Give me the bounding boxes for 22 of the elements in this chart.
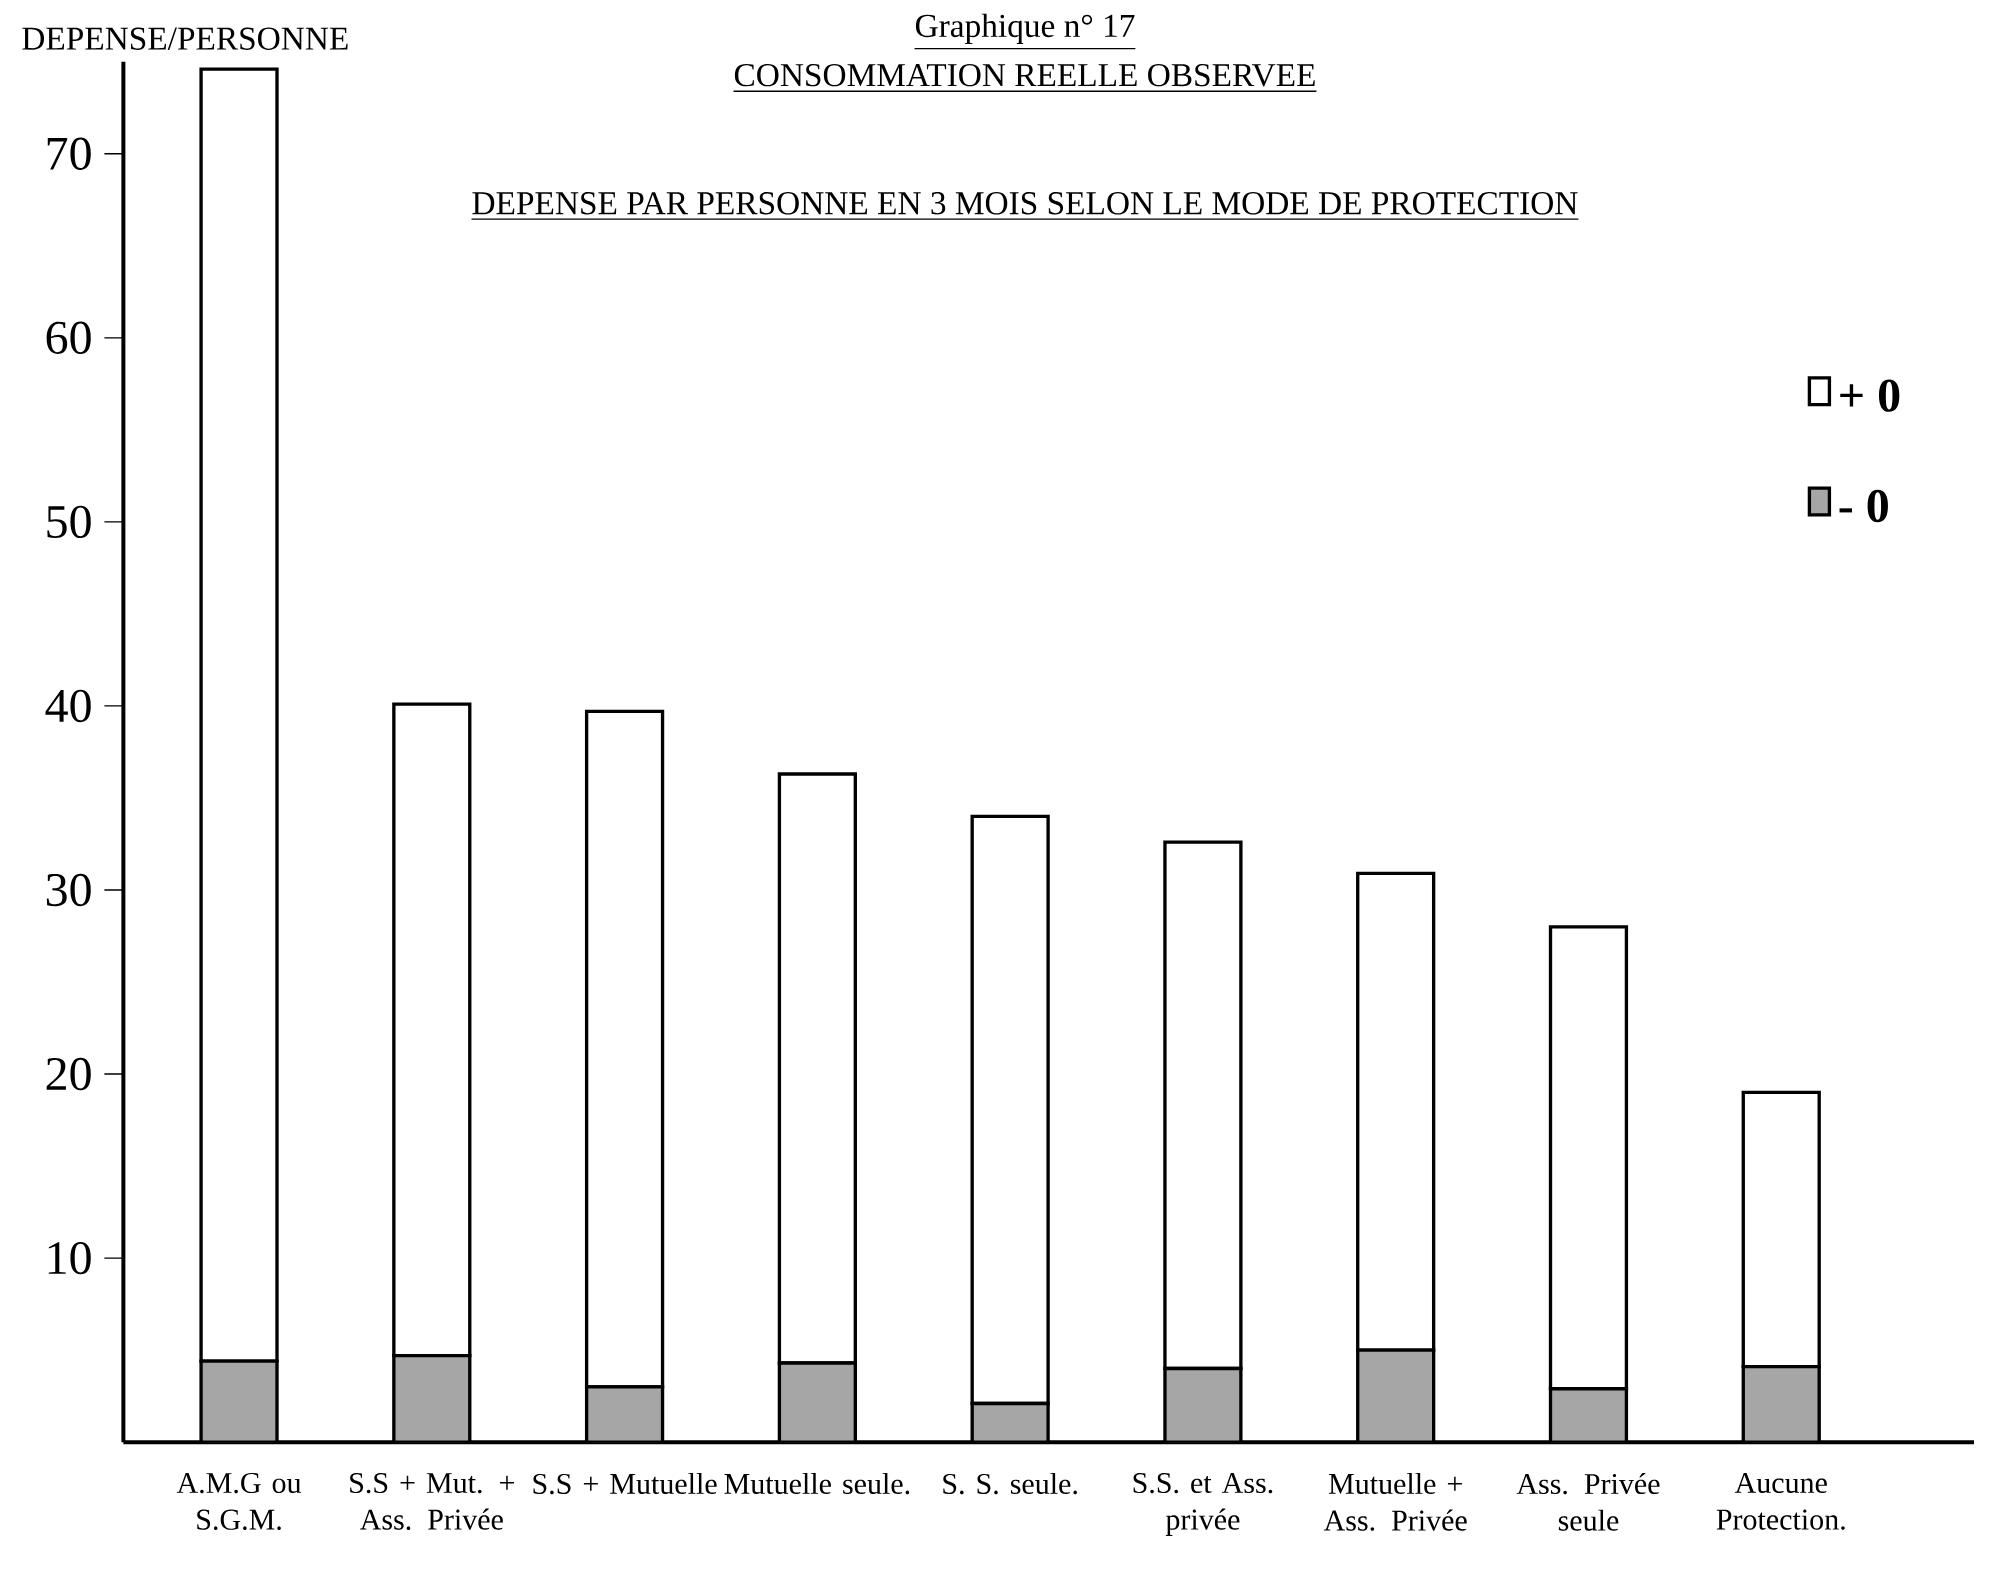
x-tick-label: Mutuelle + Ass. Privée (1323, 1472, 1467, 1531)
y-tick-label: 60 (46, 321, 91, 354)
x-tick-label: Aucune Protection. (1716, 1472, 1845, 1530)
legend-label: - 0 (1839, 489, 1888, 523)
y-tick-label: 10 (48, 1241, 91, 1275)
y-tick-label: 40 (45, 689, 91, 723)
x-tick-label: S.S. et Ass. privée (1133, 1472, 1273, 1536)
y-tick-label: 20 (46, 1057, 91, 1091)
y-tick-label: 70 (47, 137, 91, 170)
y-tick-label: 50 (47, 505, 91, 539)
legend-label: + 0 (1840, 379, 1900, 412)
x-tick-label: S.S + Mutuelle (533, 1472, 717, 1495)
chart-subtitle: CONSOMMATION REELLE OBSERVEE (734, 63, 1315, 87)
x-tick-label: Mutuelle seule. (724, 1472, 910, 1495)
y-tick-label: 30 (46, 873, 91, 907)
x-tick-label: A.M.G ou S.G.M. (176, 1472, 302, 1530)
x-tick-label: Ass. Privée seule (1516, 1472, 1660, 1531)
annotation: DEPENSE PAR PERSONNE EN 3 MOIS SELON LE MODE DE PROTECTION (472, 192, 1578, 215)
chart-title: Graphique n° 17 (915, 13, 1135, 44)
x-tick-label: S. S. seule. (943, 1472, 1077, 1495)
y-axis-title: DEPENSE/PERSONNE (22, 27, 348, 50)
x-tick-label: S.S + Mut. + Ass. Privée (350, 1472, 515, 1530)
